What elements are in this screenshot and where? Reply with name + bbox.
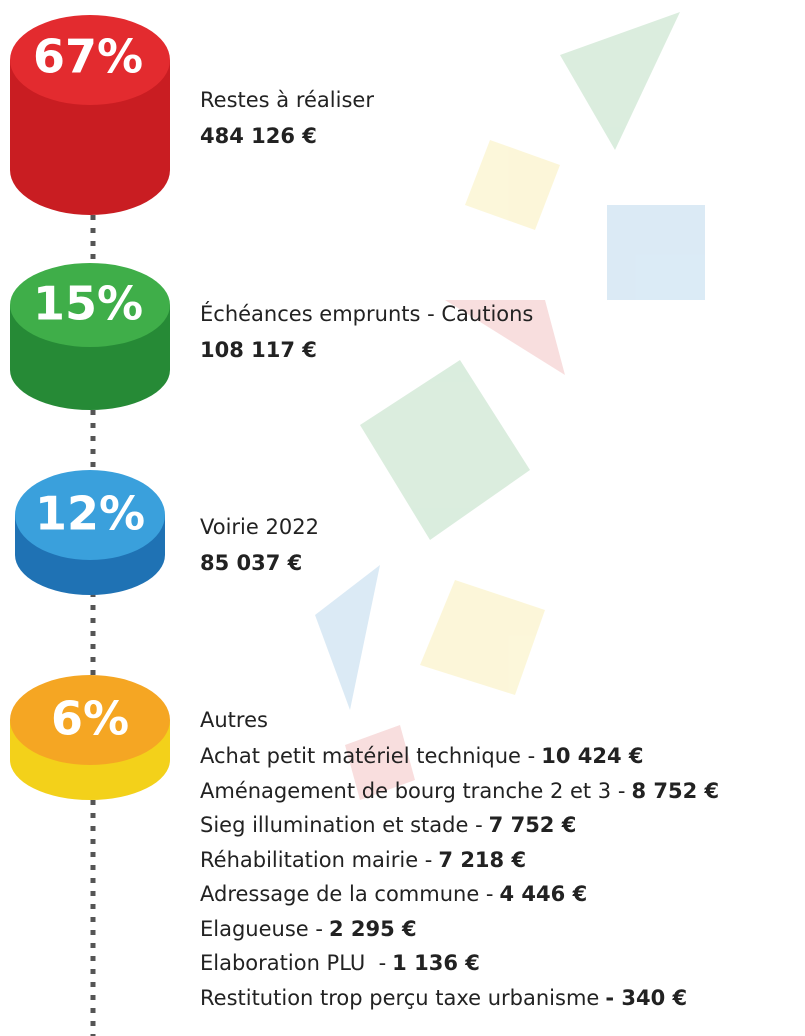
label: Adressage de la commune -: [200, 882, 494, 906]
cylinder-yellow: 6%: [10, 675, 170, 800]
amount: 10 424 €: [541, 744, 643, 768]
amount: - 340 €: [605, 986, 687, 1010]
label: Elaboration PLU -: [200, 951, 386, 975]
others-row: Sieg illumination et stade -7 752 €: [200, 811, 576, 839]
label: Autres: [200, 706, 268, 734]
infographic: 67% 15% 12% 6% Restes à réaliser 484 126…: [0, 0, 805, 1036]
others-row: Réhabilitation mairie -7 218 €: [200, 846, 526, 874]
label: Sieg illumination et stade -: [200, 813, 483, 837]
decor: [315, 12, 705, 800]
amount: 1 136 €: [392, 951, 480, 975]
percent: 12%: [35, 487, 145, 541]
cylinder-blue: 12%: [15, 470, 165, 595]
amount: 108 117 €: [200, 336, 317, 364]
label: Voirie 2022: [200, 513, 319, 541]
amount: 484 126 €: [200, 122, 317, 150]
percent: 67%: [33, 30, 143, 84]
amount: 7 752 €: [489, 813, 577, 837]
amount: 4 446 €: [500, 882, 588, 906]
amount: 8 752 €: [631, 779, 719, 803]
cylinder-red: 67%: [10, 15, 170, 215]
label: Elagueuse -: [200, 917, 323, 941]
percent: 6%: [51, 692, 129, 746]
percent: 15%: [33, 277, 143, 331]
others-row: Achat petit matériel technique -10 424 €: [200, 742, 644, 770]
label: Achat petit matériel technique -: [200, 744, 535, 768]
label: Restes à réaliser: [200, 86, 374, 114]
others-row: Adressage de la commune -4 446 €: [200, 880, 587, 908]
label: Aménagement de bourg tranche 2 et 3 -: [200, 779, 625, 803]
amount: 7 218 €: [438, 848, 526, 872]
amount: 85 037 €: [200, 549, 302, 577]
label: Échéances emprunts - Cautions: [200, 300, 533, 328]
others-row: Aménagement de bourg tranche 2 et 3 -8 7…: [200, 777, 719, 805]
cylinder-green: 15%: [10, 263, 170, 410]
amount: 2 295 €: [329, 917, 417, 941]
label: Restitution trop perçu taxe urbanisme: [200, 986, 599, 1010]
others-row: Elaboration PLU -1 136 €: [200, 949, 480, 977]
others-row: Elagueuse -2 295 €: [200, 915, 417, 943]
others-row: Restitution trop perçu taxe urbanisme- 3…: [200, 984, 687, 1012]
label: Réhabilitation mairie -: [200, 848, 432, 872]
